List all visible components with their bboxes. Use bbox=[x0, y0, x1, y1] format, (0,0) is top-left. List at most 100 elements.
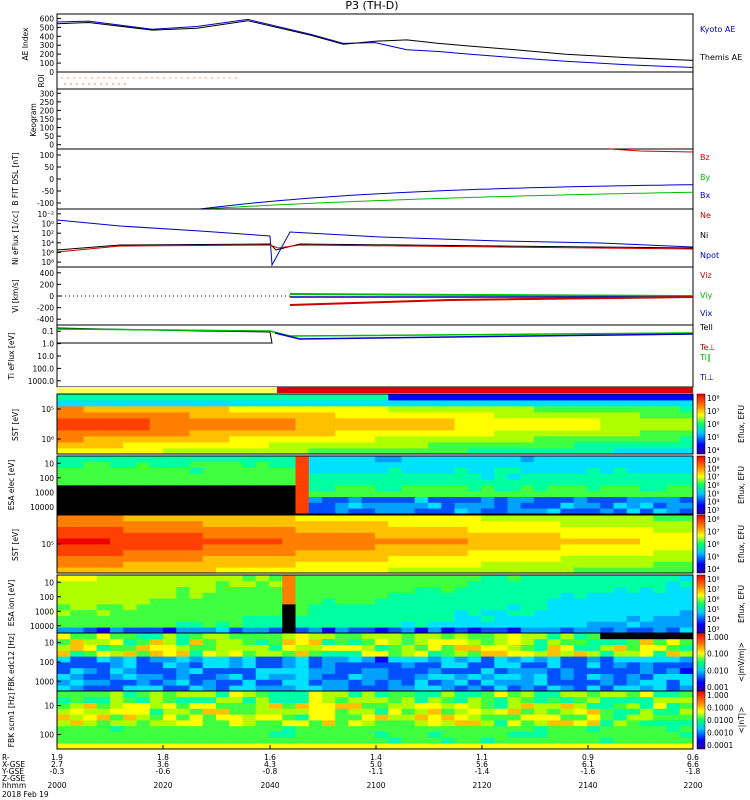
spectrogram-cell bbox=[57, 615, 71, 622]
spectrogram-cell bbox=[467, 702, 482, 709]
spectrogram-cell bbox=[96, 442, 111, 449]
spectrogram-cell bbox=[441, 400, 455, 407]
spectrogram-cell bbox=[110, 667, 124, 674]
spectrogram-cell bbox=[229, 448, 243, 455]
spectrogram-cell bbox=[295, 656, 310, 663]
spectrogram-cell bbox=[441, 586, 455, 593]
spectrogram-cell bbox=[428, 496, 442, 503]
spectrogram-cell bbox=[242, 520, 257, 527]
roi-dot bbox=[169, 77, 171, 79]
spectrogram-cell bbox=[242, 467, 257, 474]
spectrogram-cell bbox=[110, 592, 124, 599]
spectrogram-cell bbox=[57, 538, 71, 545]
spectrogram-cell bbox=[401, 586, 416, 593]
spectrogram-cell bbox=[361, 644, 376, 651]
spectrogram-cell bbox=[534, 538, 548, 545]
spectrogram-cell bbox=[176, 731, 190, 738]
spectrogram-cell bbox=[295, 544, 310, 551]
spectrogram-cell bbox=[136, 561, 151, 568]
spectrogram-cell bbox=[534, 567, 548, 574]
spectrogram-cell bbox=[189, 737, 204, 744]
spectrogram-cell bbox=[560, 430, 575, 437]
spectrogram-cell bbox=[216, 485, 230, 492]
spectrogram-cell bbox=[189, 555, 204, 562]
spectrogram-cell bbox=[441, 418, 455, 425]
spectrogram-cell bbox=[388, 580, 402, 587]
spectrogram-cell bbox=[255, 708, 270, 715]
spectrogram-cell bbox=[467, 479, 482, 486]
spectrogram-cell bbox=[666, 424, 681, 431]
spectrogram-cell bbox=[282, 737, 296, 744]
keogram-tick-label: 200 bbox=[40, 106, 55, 115]
spectrogram-cell bbox=[414, 400, 429, 407]
spectrogram-cell bbox=[83, 473, 98, 480]
spectrogram-cell bbox=[202, 708, 217, 715]
spectrogram-cell bbox=[202, 673, 217, 680]
spectrogram-cell bbox=[136, 418, 151, 425]
spectrogram-cell bbox=[679, 604, 694, 611]
spectrogram-cell bbox=[467, 580, 482, 587]
spectrogram-cell bbox=[520, 656, 535, 663]
spectrogram-cell bbox=[573, 575, 588, 582]
spectrogram-cell bbox=[600, 479, 614, 486]
spectrogram-cell bbox=[282, 725, 296, 732]
spectrogram-cell bbox=[454, 580, 469, 587]
spectrogram-cell bbox=[626, 708, 641, 715]
spectrogram-cell bbox=[666, 708, 681, 715]
spectrogram-cell bbox=[136, 586, 151, 593]
spectrogram-cell bbox=[255, 725, 270, 732]
spectrogram-cell bbox=[295, 508, 310, 515]
spectrogram-cell bbox=[269, 442, 283, 449]
temperature-panel: Ti eFlux [eV] 1000.0100.010.01.00.1 Tell… bbox=[7, 323, 715, 388]
fbk_b-tick-label: 10 bbox=[44, 702, 54, 711]
spectrogram-cell bbox=[507, 609, 522, 616]
spectrogram-cell bbox=[653, 633, 667, 640]
spectrogram-cell bbox=[202, 621, 217, 628]
spectrogram-cell bbox=[414, 456, 429, 463]
spectrogram-cell bbox=[679, 580, 694, 587]
spectrogram-cell bbox=[613, 662, 628, 669]
spectrogram-cell bbox=[467, 567, 482, 574]
spectrogram-cell bbox=[587, 473, 601, 480]
spectrogram-cell bbox=[507, 567, 522, 574]
spectrogram-cell bbox=[414, 575, 429, 582]
spectrogram-cell bbox=[388, 538, 402, 545]
spectrogram-cell bbox=[666, 490, 681, 497]
spectrogram-cell bbox=[467, 549, 482, 556]
spectrogram-cell bbox=[626, 685, 641, 692]
spectrogram-cell bbox=[587, 561, 601, 568]
spectrogram-cell bbox=[613, 615, 628, 622]
spectrogram-cell bbox=[163, 461, 177, 468]
spectrogram-cell bbox=[587, 461, 601, 468]
spectrogram-cell bbox=[467, 502, 482, 509]
legend-kyoto-ae: Kyoto AE bbox=[700, 25, 735, 34]
spectrogram-cell bbox=[83, 720, 98, 727]
spectrogram-cell bbox=[295, 418, 310, 425]
spectrogram-cell bbox=[679, 691, 694, 698]
spectrogram-cell bbox=[163, 412, 177, 419]
spectrogram-cell bbox=[640, 436, 654, 443]
spectrogram-cell bbox=[96, 567, 111, 574]
spectrogram-cell bbox=[335, 731, 349, 738]
spectrogram-cell bbox=[573, 418, 588, 425]
spectrogram-cell bbox=[467, 662, 482, 669]
fbk_e-colorbar-label: <|mV/m|> bbox=[737, 642, 746, 682]
spectrogram-cell bbox=[560, 473, 575, 480]
spectrogram-cell bbox=[388, 479, 402, 486]
spectrogram-cell bbox=[229, 549, 243, 556]
spectrogram-cell bbox=[507, 456, 522, 463]
spectrogram-cell bbox=[189, 673, 204, 680]
spectrogram-cell bbox=[573, 662, 588, 669]
spectrogram-cell bbox=[96, 650, 111, 657]
spectrogram-cell bbox=[295, 673, 310, 680]
spectrogram-cell bbox=[481, 496, 495, 503]
spectrogram-cell bbox=[653, 725, 667, 732]
spectrogram-cell bbox=[322, 737, 336, 744]
spectrogram-cell bbox=[600, 496, 614, 503]
spectrogram-cell bbox=[255, 473, 270, 480]
spectrogram-cell bbox=[679, 685, 694, 692]
spectrogram-cell bbox=[229, 667, 243, 674]
sst_e-colorbar-tick: 10⁴ bbox=[707, 446, 720, 455]
spectrogram-cell bbox=[335, 532, 349, 539]
spectrogram-cell bbox=[123, 515, 137, 522]
